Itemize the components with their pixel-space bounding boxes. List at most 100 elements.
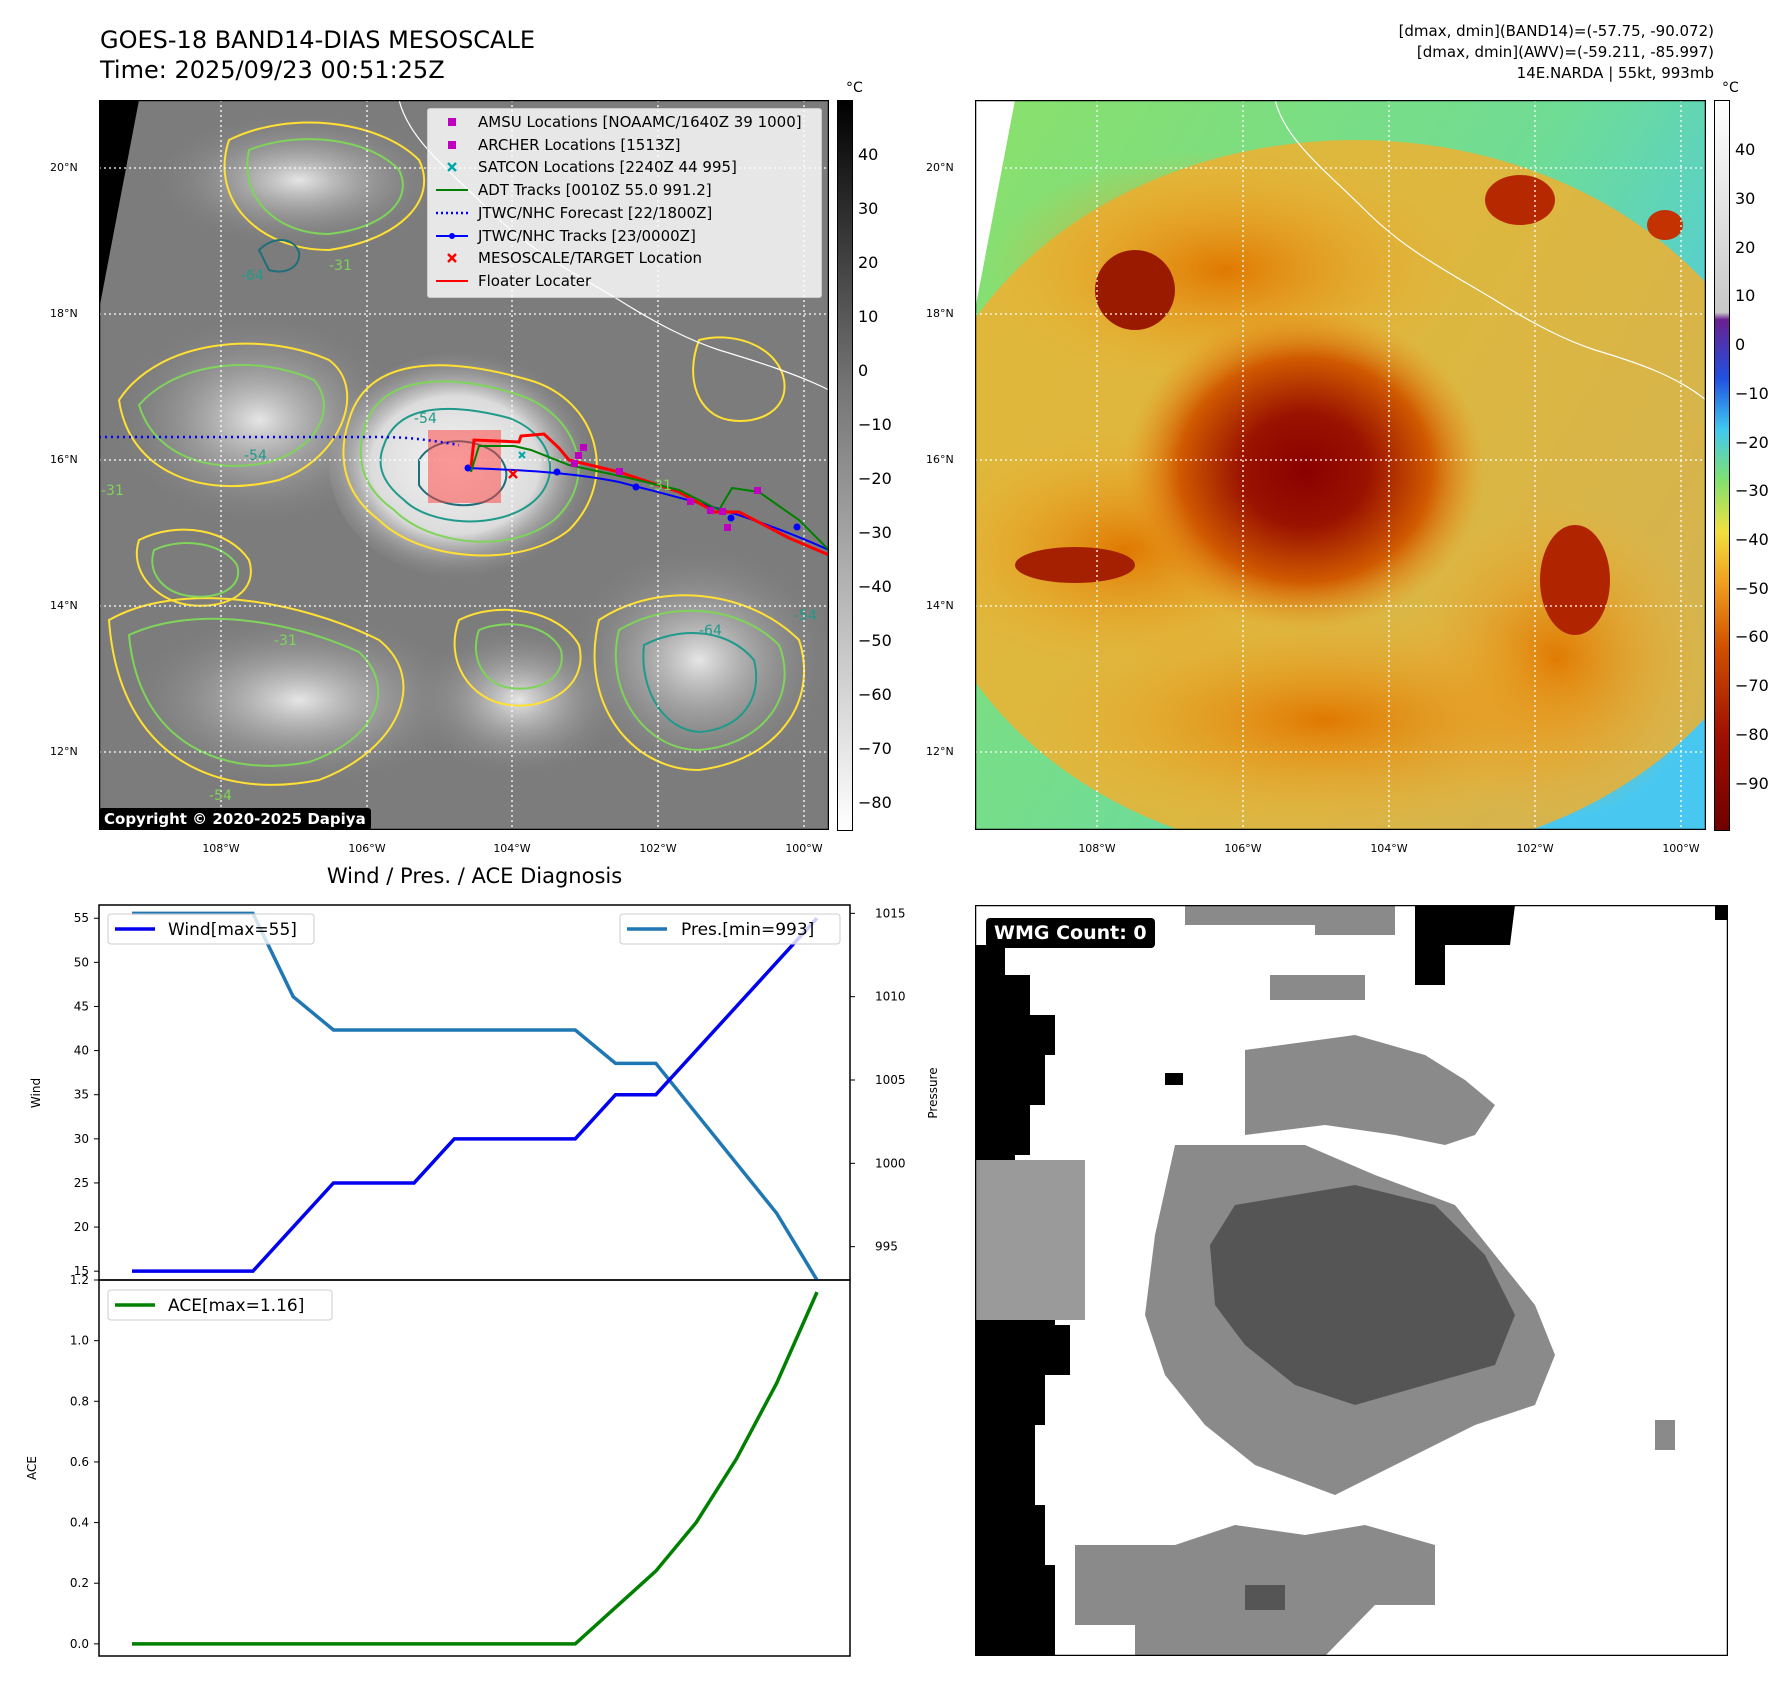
lon-tick-label: 104°W xyxy=(1370,842,1408,855)
lat-tick-label: 18°N xyxy=(50,307,78,320)
ace-tick-label: 0.0 xyxy=(70,1637,89,1651)
legend-label: MESOSCALE/TARGET Location xyxy=(478,249,703,268)
pressure-tick-label: 995 xyxy=(875,1240,898,1254)
ace-tick-label: 0.4 xyxy=(70,1516,89,1530)
pressure-tick-label: 1005 xyxy=(875,1073,906,1087)
pressure-axis-label: Pressure xyxy=(926,1067,940,1118)
stats-line3: 14E.NARDA | 55kt, 993mb xyxy=(1516,64,1714,82)
legend-entry: ADT Tracks [0010Z 55.0 991.2] xyxy=(432,180,817,200)
contour-label: -31 xyxy=(329,258,352,274)
ir-colorbar-tick: 30 xyxy=(858,199,879,218)
wind-pressure-axes xyxy=(98,904,851,1281)
ir-colorbar-tick: −10 xyxy=(858,415,892,434)
ir-colorbar-tick: 0 xyxy=(858,361,869,380)
diagnosis-chart: 55 50 45 40 35 30 25 20 15 1015 1010 1005 1000 995 Win… xyxy=(25,904,940,1657)
lon-tick-label: 102°W xyxy=(1516,842,1554,855)
pressure-legend: Pres.[min=993] xyxy=(619,913,841,945)
legend-marker-icon xyxy=(436,279,468,282)
legend-marker-icon xyxy=(447,253,457,264)
legend-label: Floater Locater xyxy=(478,271,592,290)
ir-colorbar-unit: °C xyxy=(846,80,863,96)
wind-tick-label: 15 xyxy=(74,1264,89,1278)
legend-label: ADT Tracks [0010Z 55.0 991.2] xyxy=(478,181,712,200)
awv-colorbar-tick: 0 xyxy=(1735,335,1746,354)
legend-entry: JTWC/NHC Tracks [23/0000Z] xyxy=(432,226,817,246)
legend-label: JTWC/NHC Forecast [22/1800Z] xyxy=(478,203,713,222)
awv-colorbar-tick: 10 xyxy=(1735,286,1756,305)
ace-legend: ACE[max=1.16] xyxy=(107,1289,333,1321)
lon-tick-label: 106°W xyxy=(1224,842,1262,855)
lat-tick-label: 12°N xyxy=(926,745,954,758)
legend-marker-icon xyxy=(448,140,456,149)
chart-title-line2: Time: 2025/09/23 00:51:25Z xyxy=(100,56,445,84)
wmg-map xyxy=(975,905,1728,1656)
contour-label: -54 xyxy=(209,788,232,804)
legend-marker-icon xyxy=(448,118,456,126)
ace-axis-label: ACE xyxy=(25,1456,39,1480)
lon-tick-label: 108°W xyxy=(1078,842,1116,855)
wind-tick-label: 55 xyxy=(74,911,89,925)
ace-axes xyxy=(98,1279,851,1657)
ace-tick-label: 0.2 xyxy=(70,1576,89,1590)
ace-tick-label: 0.8 xyxy=(70,1394,89,1408)
awv-colorbar-tick: −40 xyxy=(1735,530,1769,549)
ace-tick-label: 1.2 xyxy=(70,1273,89,1287)
legend-entry: JTWC/NHC Forecast [22/1800Z] xyxy=(432,203,817,223)
ir-colorbar-tick: −70 xyxy=(858,739,892,758)
awv-colorbar-tick: −60 xyxy=(1735,627,1769,646)
awv-colorbar xyxy=(1714,100,1730,831)
awv-colorbar-tick: −20 xyxy=(1735,433,1769,452)
wind-axis-label: Wind xyxy=(29,1078,43,1108)
awv-colorbar-tick: 30 xyxy=(1735,189,1756,208)
legend-label: SATCON Locations [2240Z 44 995] xyxy=(478,158,737,177)
lon-tick-label: 100°W xyxy=(785,842,823,855)
wmg-count-badge: WMG Count: 0 xyxy=(986,918,1155,948)
legend-marker-icon xyxy=(436,211,468,215)
legend-entry: ARCHER Locations [1513Z] xyxy=(432,135,817,155)
wind-tick-label: 35 xyxy=(74,1088,89,1102)
legend-marker-icon xyxy=(436,232,468,239)
legend-label: JTWC/NHC Tracks [23/0000Z] xyxy=(478,226,696,245)
awv-colorbar-tick: −80 xyxy=(1735,725,1769,744)
legend-entry: SATCON Locations [2240Z 44 995] xyxy=(432,157,817,177)
contour-label: -54 xyxy=(794,608,817,624)
ace-tick-label: 0.6 xyxy=(70,1455,89,1469)
lat-tick-label: 18°N xyxy=(926,307,954,320)
contour-label: -31 xyxy=(649,478,672,494)
wind-legend-label: Wind[max=55] xyxy=(168,920,297,940)
ir-colorbar-tick: −50 xyxy=(858,631,892,650)
ir-colorbar-tick: −80 xyxy=(858,793,892,812)
pressure-series-line xyxy=(132,911,819,1281)
lon-tick-label: 102°W xyxy=(639,842,677,855)
contour-label: -31 xyxy=(274,633,297,649)
lat-tick-label: 16°N xyxy=(926,453,954,466)
stats-line2: [dmax, dmin](AWV)=(-59.211, -85.997) xyxy=(1416,43,1714,61)
lon-tick-label: 100°W xyxy=(1662,842,1700,855)
lat-tick-label: 14°N xyxy=(926,599,954,612)
wind-tick-label: 50 xyxy=(74,955,89,969)
ir-colorbar xyxy=(837,100,853,831)
pressure-tick-label: 1010 xyxy=(875,990,906,1004)
ir-colorbar-tick: 40 xyxy=(858,145,879,164)
lon-tick-label: 106°W xyxy=(348,842,386,855)
contour-label: -64 xyxy=(699,623,722,639)
wind-tick-label: 45 xyxy=(74,999,89,1013)
pressure-legend-label: Pres.[min=993] xyxy=(681,920,814,940)
lon-tick-label: 104°W xyxy=(493,842,531,855)
ir-legend xyxy=(427,108,822,298)
ir-colorbar-tick: 20 xyxy=(858,253,879,272)
wind-series-line xyxy=(132,917,819,1273)
pressure-tick-label: 1015 xyxy=(875,906,906,920)
wind-tick-label: 40 xyxy=(74,1044,89,1058)
lat-tick-label: 12°N xyxy=(50,745,78,758)
pressure-tick-label: 1000 xyxy=(875,1156,906,1170)
chart-title-line1: GOES-18 BAND14-DIAS MESOSCALE xyxy=(100,26,536,54)
awv-colorbar-tick: −50 xyxy=(1735,579,1769,598)
ace-tick-label: 1.0 xyxy=(70,1334,89,1348)
contour-label: -54 xyxy=(244,448,267,464)
contour-label: -54 xyxy=(414,411,437,427)
awv-colorbar-tick: −70 xyxy=(1735,676,1769,695)
legend-label: AMSU Locations [NOAAMC/1640Z 39 1000] xyxy=(478,113,802,131)
ir-colorbar-tick: −40 xyxy=(858,577,892,596)
wind-tick-label: 25 xyxy=(74,1176,89,1190)
